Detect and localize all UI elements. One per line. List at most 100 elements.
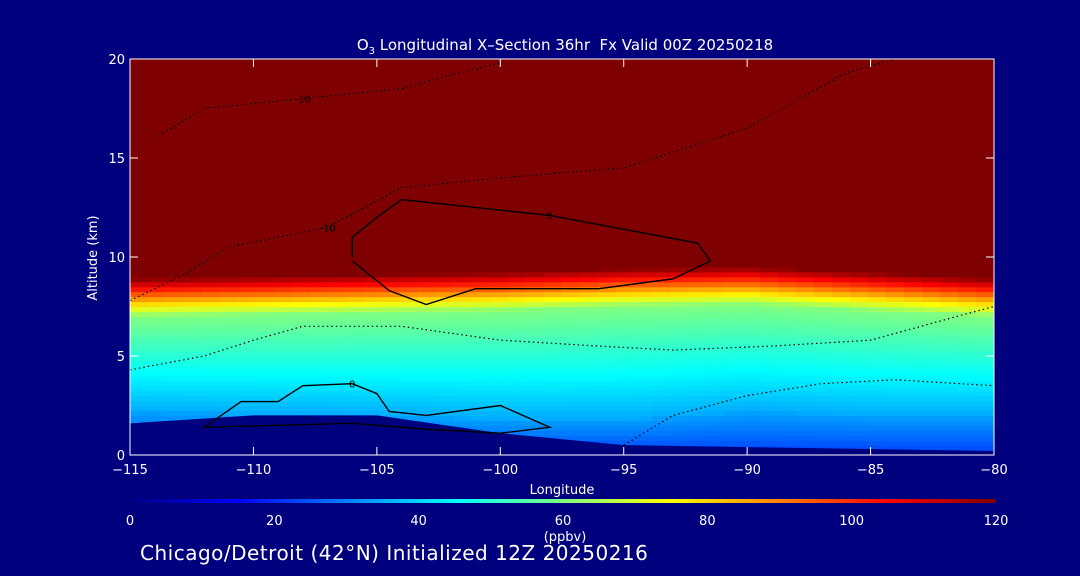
heatmap-cell bbox=[292, 296, 311, 303]
heatmap-cell bbox=[202, 390, 221, 397]
heatmap-cell bbox=[850, 380, 869, 387]
heatmap-cell bbox=[328, 177, 347, 184]
heatmap-cell bbox=[922, 158, 941, 164]
heatmap-cell bbox=[706, 385, 725, 392]
heatmap-cell bbox=[202, 123, 221, 129]
heatmap-cell bbox=[976, 242, 994, 248]
heatmap-cell bbox=[742, 321, 761, 327]
heatmap-cell bbox=[220, 321, 239, 327]
heatmap-cell bbox=[418, 133, 437, 139]
heatmap-cell bbox=[868, 261, 887, 268]
heatmap-cell bbox=[346, 63, 365, 70]
heatmap-cell bbox=[202, 143, 221, 149]
heatmap-cell bbox=[724, 93, 743, 100]
heatmap-cell bbox=[472, 410, 491, 416]
heatmap-cell bbox=[940, 291, 959, 298]
heatmap-cell bbox=[166, 301, 185, 308]
heatmap-cell bbox=[454, 346, 473, 352]
heatmap-cell bbox=[148, 252, 167, 258]
heatmap-cell bbox=[922, 68, 941, 75]
heatmap-cell bbox=[742, 59, 761, 65]
heatmap-cell bbox=[724, 440, 743, 446]
colorbar-tick-label: 120 bbox=[984, 514, 1009, 529]
heatmap-cell bbox=[256, 336, 275, 342]
heatmap-cell bbox=[796, 217, 815, 223]
heatmap-cell bbox=[184, 271, 203, 278]
heatmap-cell bbox=[742, 167, 761, 174]
heatmap-cell bbox=[724, 118, 743, 124]
heatmap-cell bbox=[706, 311, 725, 317]
heatmap-cell bbox=[940, 222, 959, 228]
heatmap-cell bbox=[922, 227, 941, 233]
heatmap-cell bbox=[958, 63, 977, 70]
y-tick-label: 0 bbox=[117, 449, 125, 464]
heatmap-cell bbox=[580, 202, 599, 209]
heatmap-cell bbox=[976, 281, 994, 288]
heatmap-cell bbox=[364, 123, 383, 129]
heatmap-cell bbox=[148, 108, 167, 115]
heatmap-cell bbox=[652, 266, 671, 273]
heatmap-cell bbox=[562, 103, 581, 110]
heatmap-cell bbox=[292, 336, 311, 342]
heatmap-cell bbox=[598, 331, 617, 337]
heatmap-cell bbox=[184, 242, 203, 248]
heatmap-cell bbox=[886, 118, 905, 124]
heatmap-cell bbox=[724, 133, 743, 139]
heatmap-cell bbox=[166, 158, 185, 164]
heatmap-cell bbox=[922, 266, 941, 273]
heatmap-cell bbox=[778, 172, 797, 179]
heatmap-cell bbox=[670, 98, 689, 105]
heatmap-cell bbox=[652, 360, 671, 367]
heatmap-cell bbox=[526, 212, 545, 218]
heatmap-cell bbox=[436, 316, 455, 322]
heatmap-cell bbox=[544, 286, 563, 293]
heatmap-cell bbox=[850, 390, 869, 397]
heatmap-cell bbox=[508, 83, 527, 90]
heatmap-cell bbox=[634, 380, 653, 387]
heatmap-cell bbox=[346, 202, 365, 209]
heatmap-cell bbox=[814, 360, 833, 367]
heatmap-cell bbox=[490, 425, 509, 431]
heatmap-cell bbox=[256, 118, 275, 124]
heatmap-cell bbox=[508, 118, 527, 124]
heatmap-cell bbox=[958, 341, 977, 347]
heatmap-cell bbox=[328, 113, 347, 119]
heatmap-cell bbox=[832, 395, 851, 402]
heatmap-cell bbox=[454, 261, 473, 268]
heatmap-cell bbox=[364, 410, 383, 416]
heatmap-cell bbox=[940, 385, 959, 392]
heatmap-cell bbox=[868, 281, 887, 288]
heatmap-cell bbox=[976, 167, 994, 174]
heatmap-cell bbox=[544, 197, 563, 204]
heatmap-cell bbox=[598, 410, 617, 416]
heatmap-cell bbox=[418, 286, 437, 293]
heatmap-cell bbox=[400, 118, 419, 124]
heatmap-cell bbox=[904, 356, 923, 362]
heatmap-cell bbox=[688, 351, 707, 357]
heatmap-cell bbox=[310, 405, 329, 412]
heatmap-cell bbox=[328, 59, 347, 65]
heatmap-cell bbox=[796, 143, 815, 149]
heatmap-cell bbox=[598, 108, 617, 115]
heatmap-cell bbox=[130, 222, 149, 228]
heatmap-cell bbox=[346, 212, 365, 218]
heatmap-cell bbox=[904, 197, 923, 204]
heatmap-cell bbox=[544, 202, 563, 209]
heatmap-cell bbox=[310, 395, 329, 402]
heatmap-cell bbox=[724, 351, 743, 357]
heatmap-cell bbox=[670, 83, 689, 90]
heatmap-cell bbox=[130, 306, 149, 313]
heatmap-cell bbox=[490, 212, 509, 218]
heatmap-cell bbox=[220, 331, 239, 337]
heatmap-cell bbox=[814, 336, 833, 342]
heatmap-cell bbox=[400, 222, 419, 228]
heatmap-cell bbox=[238, 242, 257, 248]
heatmap-cell bbox=[166, 222, 185, 228]
heatmap-cell bbox=[688, 420, 707, 426]
heatmap-cell bbox=[382, 222, 401, 228]
heatmap-cell bbox=[940, 158, 959, 164]
heatmap-cell bbox=[976, 118, 994, 124]
heatmap-cell bbox=[796, 261, 815, 268]
heatmap-cell bbox=[202, 351, 221, 357]
heatmap-cell bbox=[814, 365, 833, 372]
